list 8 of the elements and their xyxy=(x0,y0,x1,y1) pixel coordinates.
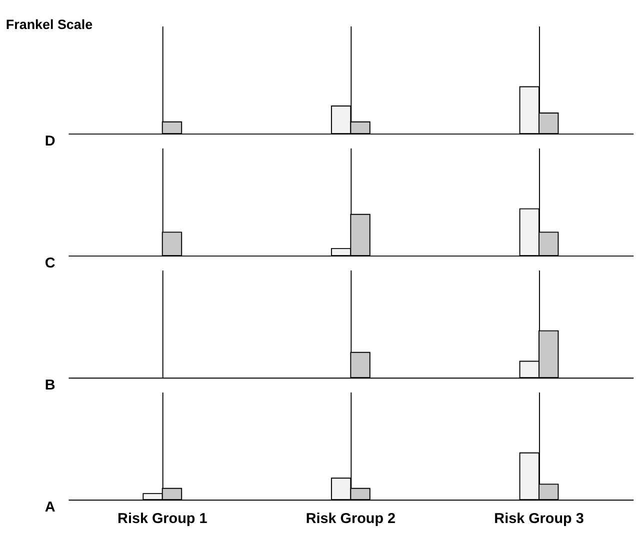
y-axis-title: A xyxy=(44,500,56,516)
y-axis-title: C xyxy=(44,256,56,272)
chart-title: Frankel Scale xyxy=(6,16,94,32)
x-tick-label: Risk Group 3 xyxy=(494,511,584,528)
x-tick-label: Risk Group 1 xyxy=(118,511,208,528)
x-tick-label: Risk Group 2 xyxy=(306,511,396,528)
y-axis-title: B xyxy=(44,378,56,394)
y-axis-title: D xyxy=(44,134,56,150)
